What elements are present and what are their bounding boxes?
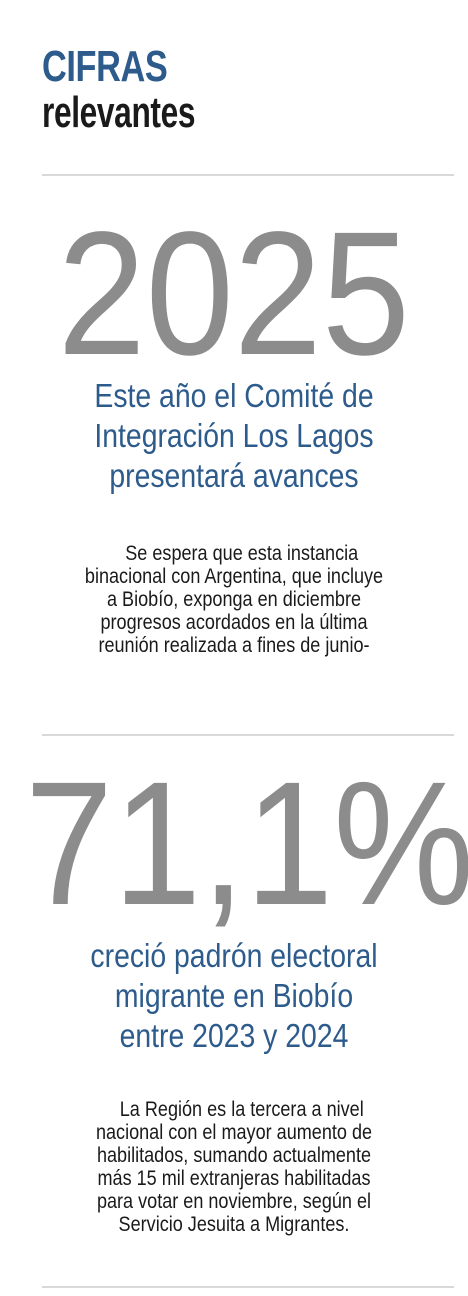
- stat-1-description-line: a Biobío, exponga en diciembre: [106, 588, 362, 611]
- stat-2-headline-line: entre 2023 y 2024: [119, 1017, 349, 1054]
- section-title-line2: relevantes: [42, 88, 196, 137]
- bottom-divider: [42, 1286, 454, 1288]
- stat-2-headline-line: creció padrón electoral: [90, 937, 378, 974]
- middle-divider: [42, 734, 454, 736]
- stat-1-headline-line: Integración Los Lagos: [94, 417, 374, 454]
- stat-1-description-line: binacional con Argentina, que incluye: [84, 565, 384, 588]
- stat-1-headline-line: Este año el Comité de: [94, 377, 374, 414]
- stat-2-description-line: nacional con el mayor aumento de: [95, 1121, 373, 1144]
- stat-2-headline-line: migrante en Biobío: [114, 977, 354, 1014]
- stat-2-description-line: para votar en noviembre, según el: [96, 1190, 372, 1213]
- stat-2-value: 71,1%: [24, 746, 468, 942]
- stat-2-description-line: más 15 mil extranjeras habilitadas: [97, 1167, 371, 1190]
- stat-2-description-line: Servicio Jesuita a Migrantes.: [118, 1213, 350, 1236]
- section-title: CIFRAS relevantes: [42, 44, 255, 136]
- stat-2-headline: creció padrón electoral migrante en Biob…: [0, 936, 468, 1056]
- stat-1-value: 2025: [57, 196, 411, 392]
- stat-2-description-line: habilitados, sumando actualmente: [96, 1144, 372, 1167]
- stat-1-headline-line: presentará avances: [109, 457, 359, 494]
- stat-1-description-line: Se espera que esta instancia: [125, 542, 359, 565]
- stat-1-description: Se espera que esta instancia binacional …: [0, 542, 468, 657]
- section-title-line1: CIFRAS: [42, 42, 168, 91]
- stat-1-description-line: reunión realizada a fines de junio-: [98, 634, 370, 657]
- top-divider: [42, 174, 454, 176]
- stat-2-description: La Región es la tercera a nivel nacional…: [0, 1098, 468, 1236]
- stat-1-description-line: progresos acordados en la última: [100, 611, 368, 634]
- stat-2-description-line: La Región es la tercera a nivel: [119, 1098, 364, 1121]
- stat-1-headline: Este año el Comité de Integración Los La…: [0, 376, 468, 496]
